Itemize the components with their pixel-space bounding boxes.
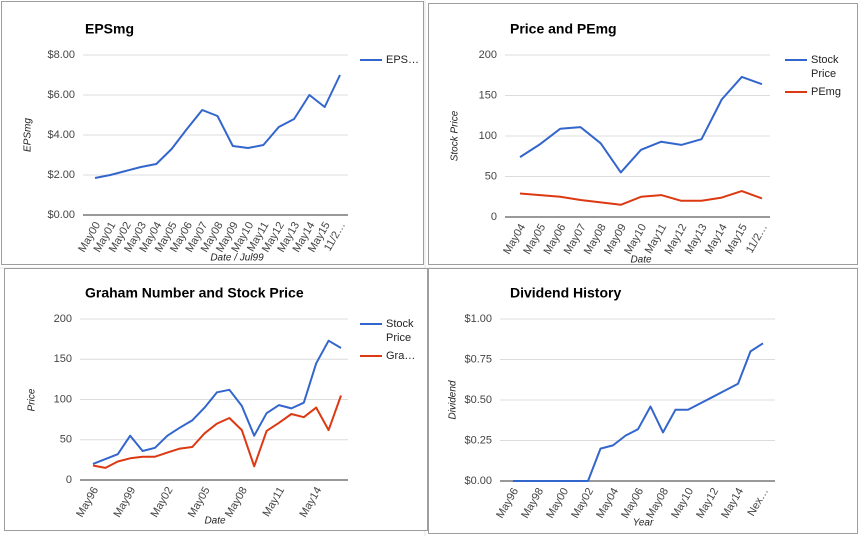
- y-tick-label: $0.75: [464, 353, 492, 365]
- y-axis-title: Price: [27, 388, 38, 411]
- chart-title: EPSmg: [85, 21, 134, 37]
- y-tick-label: $4.00: [47, 129, 75, 141]
- x-axis-title: Date: [630, 255, 652, 266]
- series-line: [513, 342, 764, 482]
- y-tick-label: 50: [60, 434, 72, 446]
- y-tick-label: 100: [479, 130, 497, 142]
- y-tick-label: $8.00: [47, 49, 75, 61]
- series-line: [519, 190, 763, 206]
- y-tick-label: 150: [54, 353, 72, 365]
- y-tick-label: 200: [479, 49, 497, 61]
- panel: [428, 3, 858, 265]
- y-tick-label: $1.00: [464, 313, 492, 325]
- y-tick-label: $0.00: [464, 475, 492, 487]
- y-tick-label: 0: [491, 211, 497, 223]
- y-tick-label: 0: [66, 474, 72, 486]
- x-axis-title: Date / Jul99: [210, 253, 264, 264]
- y-tick-label: $6.00: [47, 89, 75, 101]
- series-line: [92, 339, 342, 465]
- y-axis-title: Dividend: [448, 380, 459, 419]
- chart-title: Graham Number and Stock Price: [85, 285, 304, 301]
- x-axis-title: Date: [204, 516, 226, 527]
- legend-label: Stock Price: [386, 318, 414, 344]
- legend-label: Gra…: [386, 350, 416, 362]
- chart-title: Price and PEmg: [510, 21, 617, 37]
- y-tick-label: 50: [485, 170, 497, 182]
- x-axis-title: Year: [633, 518, 654, 529]
- y-tick-label: $2.00: [47, 169, 75, 181]
- y-axis-title: EPSmg: [23, 118, 34, 152]
- y-tick-label: $0.00: [47, 209, 75, 221]
- series-line: [94, 74, 341, 179]
- legend-label: PEmg: [811, 86, 841, 98]
- y-tick-label: 100: [54, 393, 72, 405]
- panel: [1, 1, 424, 265]
- series-line: [92, 395, 342, 469]
- panel: [428, 268, 858, 534]
- y-axis-title: Stock Price: [450, 110, 461, 161]
- y-tick-label: 200: [54, 313, 72, 325]
- chart-title: Dividend History: [510, 285, 621, 301]
- y-tick-label: $0.50: [464, 394, 492, 406]
- legend-label: Stock Price: [811, 54, 839, 80]
- y-tick-label: $0.25: [464, 434, 492, 446]
- y-tick-label: 150: [479, 89, 497, 101]
- series-line: [519, 75, 763, 174]
- legend-label: EPS…: [386, 54, 420, 66]
